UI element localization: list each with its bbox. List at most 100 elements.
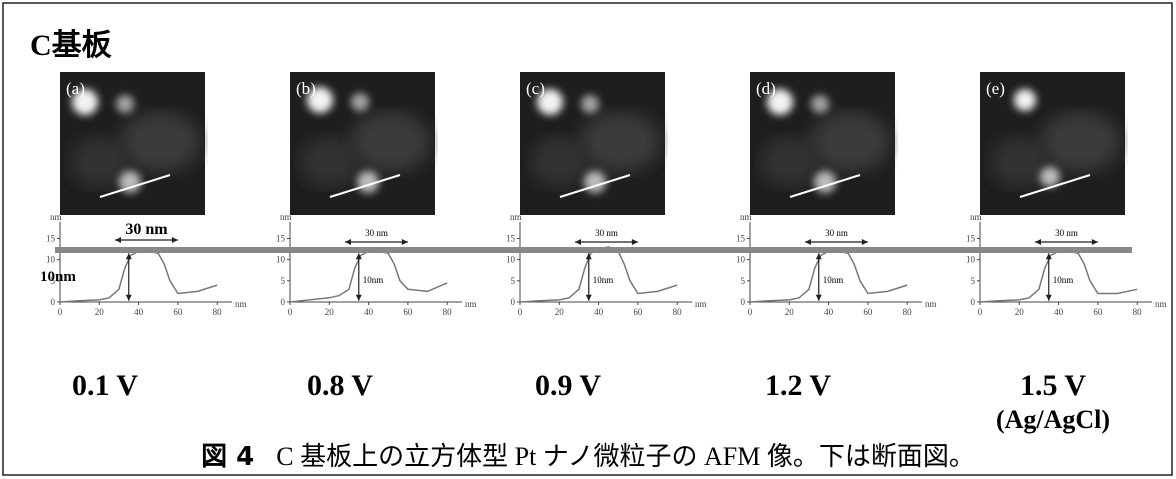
image-texture <box>580 112 660 172</box>
y-tick-label: 10 <box>46 255 56 265</box>
image-texture <box>1040 112 1120 172</box>
particle <box>307 87 333 113</box>
voltage-label: 0.9 V <box>535 369 601 402</box>
image-texture <box>530 137 590 187</box>
panel-label: (d) <box>756 79 776 98</box>
y-tick-label: 15 <box>736 233 746 243</box>
afm-image <box>290 72 435 215</box>
x-tick-label: 40 <box>1054 307 1064 317</box>
x-tick-label: 0 <box>518 307 523 317</box>
panel: (c) nm nm 0 5 10 15 0 20 40 60 80 30 nm 10nm 0.9 V <box>506 72 707 402</box>
x-tick-label: 60 <box>403 307 413 317</box>
particle <box>767 89 793 115</box>
y-tick-label: 5 <box>971 276 976 286</box>
x-unit: nm <box>925 299 937 309</box>
voltage-label: 1.5 V <box>1020 369 1086 402</box>
voltage-label: 0.1 V <box>72 369 138 402</box>
afm-image <box>520 72 665 215</box>
panel-label: (b) <box>296 79 316 98</box>
x-tick-label: 0 <box>58 307 63 317</box>
height-label: 10nm <box>593 275 614 285</box>
panel: (d) nm nm 0 5 10 15 0 20 40 60 80 30 nm 10nm 1.2 V <box>736 72 937 402</box>
y-tick-label: 10 <box>506 255 516 265</box>
image-texture <box>990 137 1050 187</box>
section-line <box>1019 174 1091 198</box>
particle <box>537 89 563 115</box>
image-texture <box>810 112 890 172</box>
voltage-label: 1.2 V <box>765 369 831 402</box>
x-tick-label: 20 <box>1015 307 1025 317</box>
x-tick-label: 80 <box>673 307 683 317</box>
afm-image <box>980 72 1125 215</box>
x-tick-label: 60 <box>633 307 643 317</box>
caption-number: 図 4 <box>201 442 254 472</box>
x-tick-label: 40 <box>134 307 144 317</box>
panel: (a) nm nm 0 5 10 15 0 20 40 60 80 30 nm 10nm 0.1 V <box>40 72 247 402</box>
x-unit: nm <box>235 299 247 309</box>
y-tick-label: 10 <box>966 255 976 265</box>
panel-label: (a) <box>66 79 85 98</box>
figure-title: C基板 <box>30 29 112 62</box>
particle <box>116 95 134 113</box>
particle <box>119 171 141 193</box>
caption-text: C 基板上の立方体型 Pt ナノ微粒子の AFM 像。下は断面図。 <box>276 442 975 471</box>
particle <box>1040 167 1060 187</box>
x-tick-label: 80 <box>213 307 223 317</box>
height-label: 10nm <box>40 269 76 285</box>
panel-label: (c) <box>526 79 545 98</box>
x-tick-label: 60 <box>1093 307 1103 317</box>
particle <box>811 95 829 113</box>
section-line <box>329 174 401 198</box>
y-unit: nm <box>50 212 62 222</box>
y-tick-label: 15 <box>46 233 56 243</box>
width-label: 30 nm <box>595 228 618 238</box>
x-tick-label: 60 <box>863 307 873 317</box>
particle <box>584 171 606 193</box>
x-tick-label: 40 <box>364 307 374 317</box>
x-tick-label: 0 <box>288 307 293 317</box>
reference-electrode: (Ag/AgCl) <box>996 405 1110 434</box>
particle <box>581 95 599 113</box>
x-tick-label: 60 <box>173 307 183 317</box>
x-unit: nm <box>1155 299 1167 309</box>
panel: (e) nm nm 0 5 10 15 0 20 40 60 80 30 nm 10nm 1.5 V (Ag/… <box>966 72 1167 434</box>
section-line <box>559 174 631 198</box>
width-label: 30 nm <box>1055 228 1078 238</box>
y-tick-label: 15 <box>276 233 286 243</box>
x-tick-label: 0 <box>748 307 753 317</box>
image-texture <box>300 137 360 187</box>
y-unit: nm <box>740 212 752 222</box>
height-label: 10nm <box>363 275 384 285</box>
y-tick-label: 0 <box>971 297 976 307</box>
particle <box>1014 89 1036 111</box>
voltage-label: 0.8 V <box>307 369 373 402</box>
x-tick-label: 80 <box>903 307 913 317</box>
y-tick-label: 0 <box>281 297 286 307</box>
y-tick-label: 10 <box>736 255 746 265</box>
width-label: 30 nm <box>125 221 168 238</box>
x-tick-label: 20 <box>95 307 105 317</box>
afm-image <box>750 72 895 215</box>
section-line <box>99 174 171 198</box>
particle <box>351 93 369 111</box>
x-tick-label: 80 <box>443 307 453 317</box>
y-tick-label: 15 <box>966 233 976 243</box>
section-line <box>789 174 861 198</box>
y-tick-label: 5 <box>281 276 286 286</box>
x-tick-label: 40 <box>594 307 604 317</box>
image-texture <box>350 112 430 172</box>
y-tick-label: 10 <box>276 255 286 265</box>
caption: 図 4 C 基板上の立方体型 Pt ナノ微粒子の AFM 像。下は断面図。 <box>201 442 975 472</box>
y-tick-label: 0 <box>51 297 56 307</box>
y-tick-label: 15 <box>506 233 516 243</box>
height-label: 10nm <box>823 275 844 285</box>
y-tick-label: 5 <box>511 276 516 286</box>
y-tick-label: 5 <box>741 276 746 286</box>
y-tick-label: 0 <box>741 297 746 307</box>
panel-label: (e) <box>986 79 1005 98</box>
width-label: 30 nm <box>365 228 388 238</box>
x-tick-label: 20 <box>785 307 795 317</box>
x-tick-label: 80 <box>1133 307 1143 317</box>
